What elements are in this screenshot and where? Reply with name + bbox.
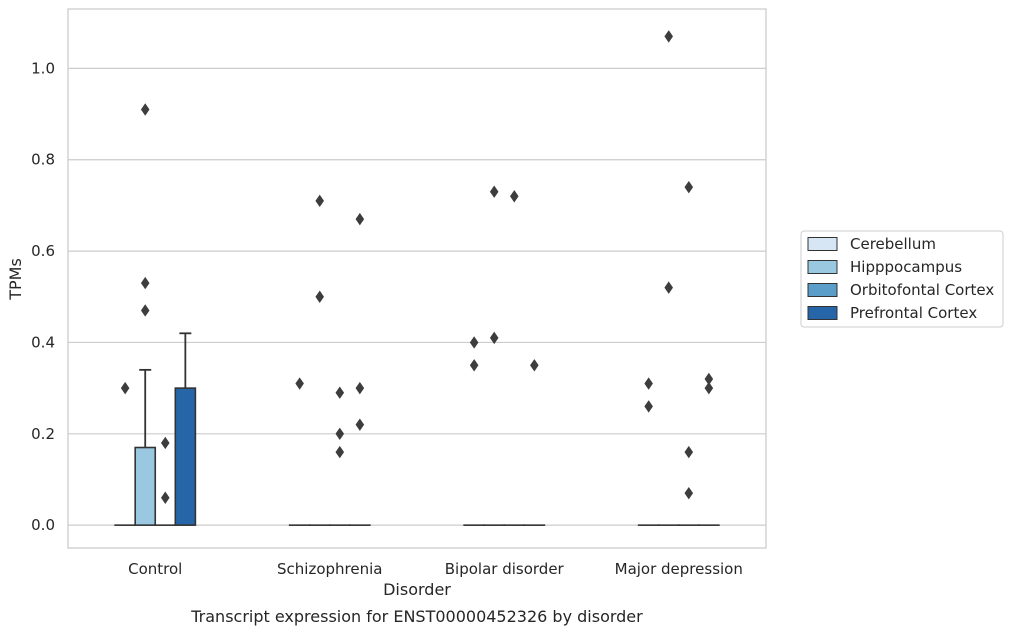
outlier-point: [664, 30, 674, 43]
outlier-point: [140, 276, 150, 290]
x-tick-label-major-depression: Major depression: [615, 560, 743, 578]
outlier-point: [664, 281, 674, 294]
grid-layer: [68, 67, 766, 526]
x-tick-label-schizophrenia: Schizophrenia: [277, 560, 382, 578]
legend-swatch-orbitofontal-cortex: [807, 283, 838, 297]
outlier-point: [140, 304, 150, 317]
legend-swatch-hipppocampus: [807, 260, 838, 274]
outlier-point: [335, 386, 345, 399]
outlier-point: [355, 212, 365, 226]
outlier-point: [160, 491, 170, 504]
outlier-point: [315, 194, 325, 208]
outlier-point: [335, 445, 345, 459]
outlier-point: [355, 381, 365, 395]
outlier-point: [644, 400, 653, 413]
outlier-point: [315, 290, 325, 303]
outlier-point: [140, 103, 150, 116]
bar-hipppocampus-control: [134, 446, 157, 526]
x-tick-label-bipolar-disorder: Bipolar disorder: [445, 560, 565, 578]
outlier-point: [704, 381, 714, 395]
outlier-point: [489, 331, 499, 345]
outlier-point: [469, 336, 479, 349]
x-tick-label-control: Control: [128, 560, 182, 578]
y-axis-title: TPMs: [6, 258, 25, 301]
bars-layer: [114, 332, 720, 526]
outlier-point: [335, 427, 345, 441]
legend-label-prefrontal-cortex: Prefrontal Cortex: [850, 304, 977, 322]
outlier-point: [530, 359, 539, 372]
outlier-point: [684, 180, 694, 194]
plot-frame: [67, 8, 767, 549]
y-tick-label: 1.0: [31, 59, 55, 77]
outlier-point: [489, 185, 499, 198]
outlier-point: [160, 436, 170, 450]
points-layer: [120, 30, 714, 504]
x-axis-title: Disorder: [383, 580, 451, 599]
outlier-point: [684, 486, 694, 500]
legend-label-cerebellum: Cerebellum: [850, 235, 936, 253]
legend[interactable]: Cerebellum Hipppocampus Orbitofontal Corte…: [800, 230, 1004, 328]
outlier-point: [355, 418, 365, 431]
outlier-point: [295, 377, 304, 390]
outlier-point: [469, 359, 479, 372]
y-tick-label: 0.0: [31, 516, 55, 534]
y-tick-label: 0.6: [31, 242, 55, 260]
legend-swatch-cerebellum: [807, 237, 838, 251]
y-tick-label: 0.2: [31, 425, 55, 443]
legend-swatch-prefrontal-cortex: [807, 306, 838, 320]
bar-prefrontal-cortex-control: [174, 387, 197, 526]
chart-caption: Transcript expression for ENST0000045232…: [190, 607, 643, 626]
legend-label-hipppocampus: Hipppocampus: [850, 258, 962, 276]
legend-label-orbitofontal-cortex: Orbitofontal Cortex: [850, 281, 994, 299]
outlier-point: [509, 190, 519, 203]
legend-frame: [800, 230, 1004, 328]
outlier-point: [704, 372, 714, 386]
y-tick-label: 0.4: [31, 333, 55, 351]
ticks-layer: 0.0 0.2 0.4 0.6 0.8 1.0 Control Schizophrenia Bi…: [31, 59, 743, 578]
y-tick-label: 0.8: [31, 151, 55, 169]
outlier-point: [120, 381, 130, 395]
outlier-point: [644, 377, 653, 390]
outlier-point: [684, 445, 694, 459]
